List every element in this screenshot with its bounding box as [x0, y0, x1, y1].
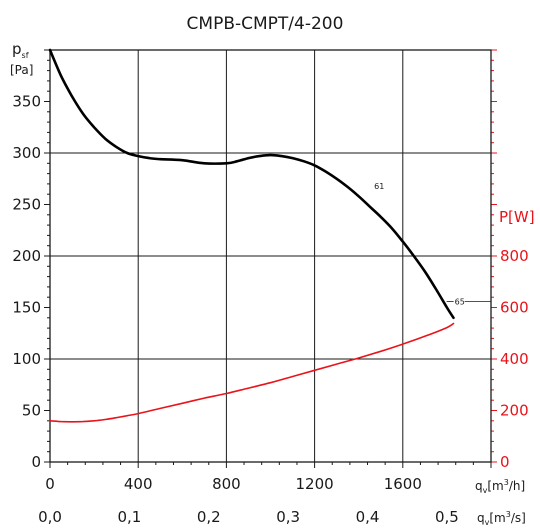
x-m3s-tick-label: 0,2 — [197, 508, 221, 526]
curve-annotation: 61 — [374, 182, 384, 191]
x-m3s-tick-label: 0,5 — [435, 508, 459, 526]
curves — [48, 48, 455, 423]
x-m3s-tick-label: 0,1 — [117, 508, 141, 526]
y-left-tick-label: 0 — [31, 453, 41, 471]
y-left-axis-label: psf — [12, 40, 29, 60]
curve-annotation: 65 — [455, 297, 465, 306]
y-left-tick-label: 250 — [12, 196, 41, 214]
x-m3h-tick-label: 0 — [45, 475, 55, 493]
pressure-curve — [48, 48, 455, 320]
x-m3h-unit-end: /h] — [509, 479, 525, 493]
tick-labels: 0 50 100 150 200 250 300 350 0 200 400 600 800 0 400 80… — [12, 93, 528, 527]
power-curve — [49, 322, 455, 423]
y-right-tick-label: 800 — [500, 247, 529, 265]
x-m3s-unit-end: /s] — [511, 511, 526, 525]
y-right-tick-label: 600 — [500, 299, 529, 317]
minor-ticks — [44, 49, 497, 468]
x-m3s-unit: [m — [489, 511, 505, 525]
x-m3h-sub: v — [483, 486, 488, 495]
x-m3h-main: q — [475, 479, 483, 493]
x-m3h-tick-label: 800 — [212, 475, 241, 493]
x-m3s-tick-label: 0,4 — [356, 508, 380, 526]
x-m3s-main: q — [477, 511, 485, 525]
x-m3s-tick-label: 0,3 — [276, 508, 300, 526]
grid — [50, 50, 491, 462]
x-m3s-sub: v — [485, 518, 490, 527]
x-m3h-sup: 3 — [504, 478, 509, 487]
y-left-label-sub: sf — [22, 51, 29, 60]
x-m3s-sup: 3 — [506, 510, 511, 519]
y-left-tick-label: 200 — [12, 247, 41, 265]
y-left-tick-label: 350 — [12, 93, 41, 111]
y-left-label-main: p — [12, 40, 22, 58]
x-m3s-tick-label: 0,0 — [38, 508, 62, 526]
x-m3h-tick-label: 1200 — [296, 475, 334, 493]
y-right-tick-label: 200 — [500, 402, 529, 420]
y-right-axis-label: P[W] — [499, 208, 535, 226]
annotations: 61 65 — [374, 182, 491, 306]
y-right-tick-label: 400 — [500, 350, 529, 368]
y-right-tick-label: 0 — [500, 453, 510, 471]
y-left-tick-label: 300 — [12, 144, 41, 162]
x-axis-label-m3s: qv[m3/s] — [477, 510, 526, 527]
x-m3h-unit: [m — [487, 479, 503, 493]
y-left-axis-unit: [Pa] — [10, 63, 33, 77]
chart-title: CMPB-CMPT/4-200 — [187, 14, 344, 34]
y-left-tick-label: 50 — [22, 402, 41, 420]
plot-frame — [49, 49, 492, 463]
y-left-tick-label: 150 — [12, 299, 41, 317]
x-m3h-tick-label: 400 — [124, 475, 153, 493]
y-left-tick-label: 100 — [12, 350, 41, 368]
x-m3h-tick-label: 1600 — [384, 475, 422, 493]
x-axis-label-m3h: qv[m3/h] — [475, 478, 525, 495]
